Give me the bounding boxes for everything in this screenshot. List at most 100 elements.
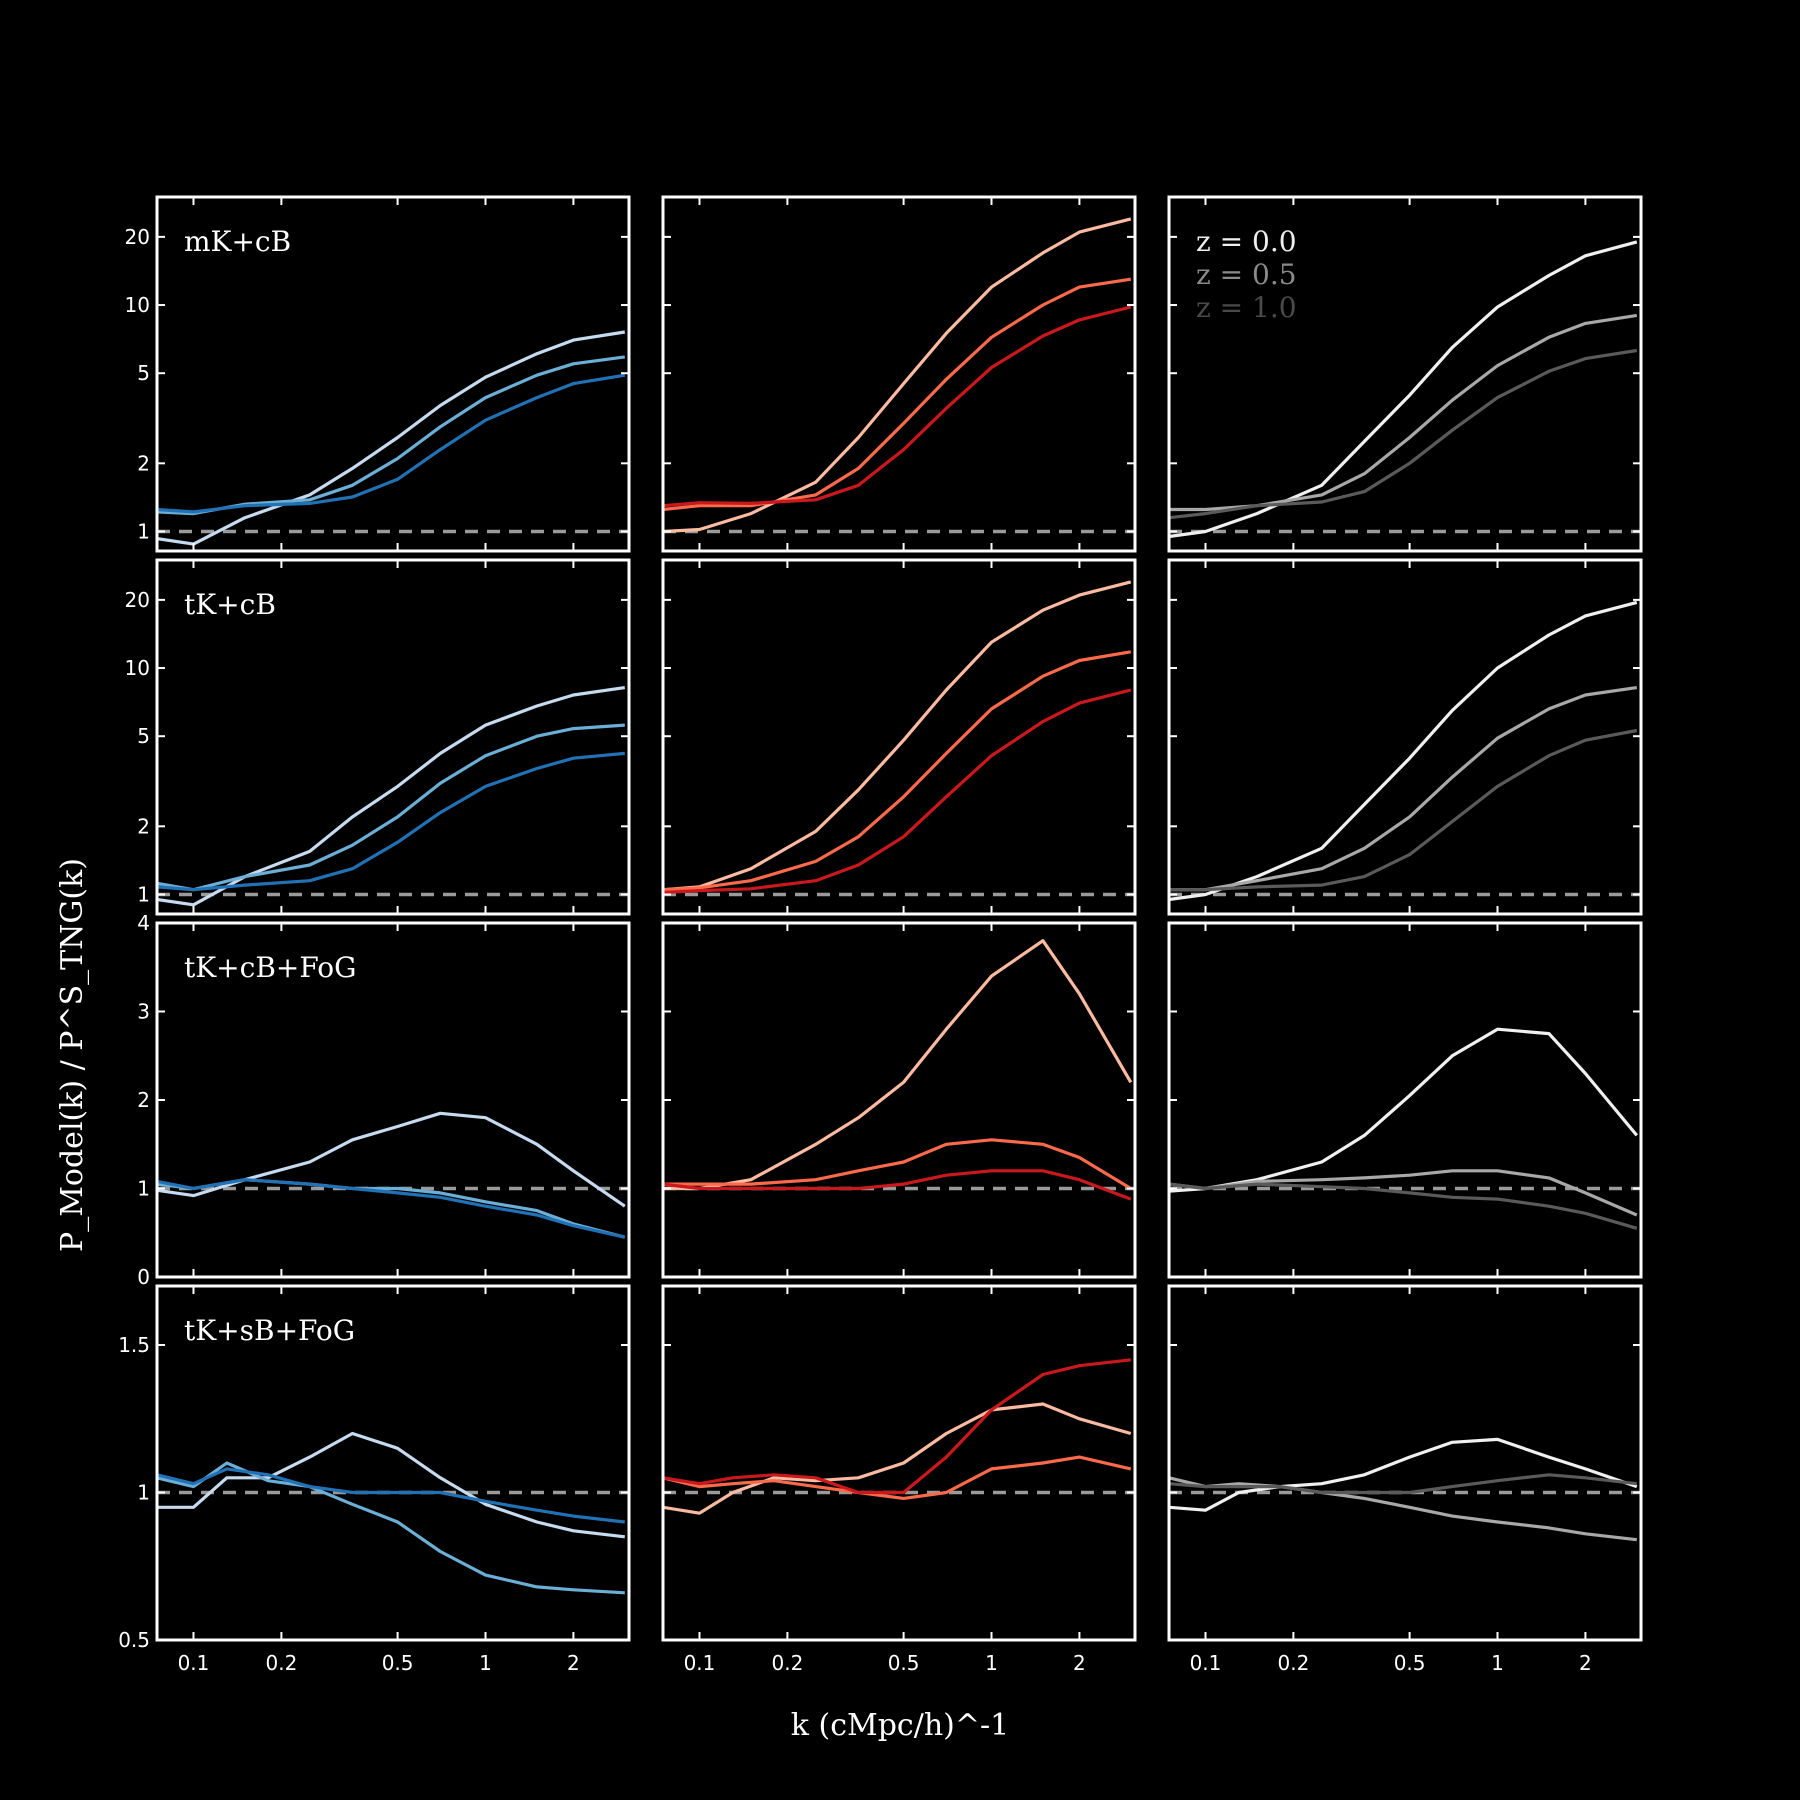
series-line-z-0.5 — [1169, 686, 1638, 892]
series-line-z-1.0 — [157, 751, 625, 892]
panel-r2-c1: 1 2 5 10 20 tK+cB — [125, 558, 631, 916]
series-line-z-0.5 — [663, 1455, 1132, 1501]
y-axis-label: P_Model(k) / P^S_TNG(k) — [55, 858, 90, 1252]
y-tick-label: 1 — [137, 1177, 150, 1201]
panel-frame — [661, 1284, 1137, 1642]
series-line-z-0.0 — [157, 686, 626, 907]
x-tick-label: 2 — [1579, 1651, 1592, 1675]
legend-entry: z = 0.5 — [1196, 258, 1297, 291]
x-tick-label: 0.2 — [771, 1651, 803, 1675]
y-tick-label: 1.5 — [118, 1333, 150, 1357]
series-line-z-0.5 — [1169, 1476, 1637, 1542]
series-line-z-0.0 — [663, 1402, 1132, 1515]
panel-r2-c2 — [661, 558, 1137, 916]
series-line-z-0.0 — [1169, 600, 1638, 902]
panel-frame — [1167, 558, 1643, 916]
x-tick-label: 0.1 — [1190, 1651, 1222, 1675]
series-line-z-0.0 — [157, 1431, 625, 1539]
series-line-z-1.0 — [663, 688, 1132, 895]
panel-r1-c3: z = 0.0z = 0.5z = 1.0 — [1167, 195, 1643, 553]
panel-r4-c3: 0.1 0.2 0.5 1 2 — [1167, 1284, 1643, 1675]
y-tick-label: 1 — [137, 1481, 150, 1505]
y-tick-label: 5 — [137, 361, 150, 385]
series-line-z-0.0 — [1169, 1027, 1639, 1193]
row-label: tK+cB+FoG — [184, 951, 356, 984]
legend-entry: z = 0.0 — [1196, 225, 1297, 258]
series-line-z-1.0 — [157, 1467, 625, 1524]
series-line-z-0.0 — [663, 580, 1132, 892]
x-tick-label: 0.1 — [684, 1651, 716, 1675]
series-line-z-0.0 — [1169, 240, 1638, 539]
series-line-z-0.5 — [1169, 1169, 1638, 1217]
x-tick-label: 0.5 — [382, 1651, 414, 1675]
panel-frame — [155, 195, 631, 553]
panel-r3-c3 — [1167, 921, 1643, 1279]
series-line-z-0.5 — [157, 1461, 625, 1595]
y-tick-label: 10 — [125, 293, 150, 317]
panel-frame — [155, 558, 631, 916]
panel-frame — [155, 921, 631, 1279]
series-line-z-0.5 — [663, 650, 1132, 892]
y-tick-label: 2 — [137, 451, 150, 475]
x-tick-label: 2 — [567, 1651, 580, 1675]
panel-frame — [661, 921, 1137, 1279]
y-tick-label: 5 — [137, 724, 150, 748]
series-line-z-1.0 — [663, 305, 1132, 508]
series-line-z-1.0 — [1169, 348, 1638, 520]
panel-frame — [1167, 195, 1643, 553]
row-label: tK+cB — [184, 588, 276, 621]
y-tick-label: 10 — [125, 656, 150, 680]
panel-frame — [661, 558, 1137, 916]
panel-r2-c3 — [1167, 558, 1643, 916]
panel-r3-c2 — [661, 921, 1137, 1279]
panel-frame — [661, 195, 1137, 553]
x-tick-label: 1 — [985, 1651, 998, 1675]
series-line-z-0.0 — [157, 1111, 626, 1208]
series-line-z-1.0 — [157, 1178, 626, 1239]
series-line-z-0.0 — [663, 217, 1132, 534]
x-tick-label: 2 — [1073, 1651, 1086, 1675]
x-tick-label: 0.2 — [265, 1651, 297, 1675]
panel-r1-c2 — [661, 195, 1137, 553]
panel-frame — [1167, 921, 1643, 1279]
y-tick-label: 1 — [137, 519, 150, 543]
row-label: tK+sB+FoG — [184, 1314, 355, 1347]
series-line-z-1.0 — [157, 373, 626, 514]
y-tick-label: 2 — [137, 814, 150, 838]
x-tick-label: 0.5 — [1394, 1651, 1426, 1675]
series-line-z-1.0 — [663, 1169, 1132, 1201]
series-line-z-0.0 — [157, 330, 626, 546]
row-label: mK+cB — [184, 225, 291, 258]
x-tick-label: 0.2 — [1277, 1651, 1309, 1675]
legend-entry: z = 1.0 — [1196, 291, 1297, 324]
panel-r4-c2: 0.1 0.2 0.5 1 2 — [661, 1284, 1137, 1675]
series-line-z-0.0 — [1169, 1437, 1638, 1512]
series-line-z-1.0 — [1169, 1473, 1637, 1495]
y-tick-label: 0 — [137, 1265, 150, 1289]
series-line-z-1.0 — [1169, 728, 1638, 892]
x-tick-label: 1 — [1491, 1651, 1504, 1675]
panel-frame — [155, 1284, 631, 1642]
series-line-z-0.5 — [1169, 313, 1638, 512]
panel-frame — [1167, 1284, 1643, 1642]
y-tick-label: 1 — [137, 882, 150, 906]
y-tick-label: 4 — [137, 911, 150, 935]
y-tick-label: 20 — [125, 588, 150, 612]
x-tick-label: 1 — [479, 1651, 492, 1675]
panel-r1-c1: 1 2 5 10 20 mK+cB — [125, 195, 631, 553]
y-tick-label: 2 — [137, 1088, 150, 1112]
series-line-z-1.0 — [1169, 1182, 1638, 1230]
y-tick-label: 0.5 — [118, 1628, 150, 1652]
series-line-z-0.5 — [663, 277, 1132, 512]
series-line-z-0.5 — [157, 723, 625, 892]
y-tick-label: 20 — [125, 225, 150, 249]
series-line-z-0.5 — [157, 355, 626, 516]
x-tick-label: 0.5 — [888, 1651, 920, 1675]
series-line-z-1.0 — [663, 1358, 1131, 1495]
panel-r4-c1: 0.1 0.2 0.5 1 2 0.5 1 1.5 tK+sB+FoG — [118, 1284, 631, 1675]
x-tick-label: 0.1 — [178, 1651, 210, 1675]
series-line-z-0.5 — [663, 1138, 1132, 1190]
y-tick-label: 3 — [137, 1000, 150, 1024]
